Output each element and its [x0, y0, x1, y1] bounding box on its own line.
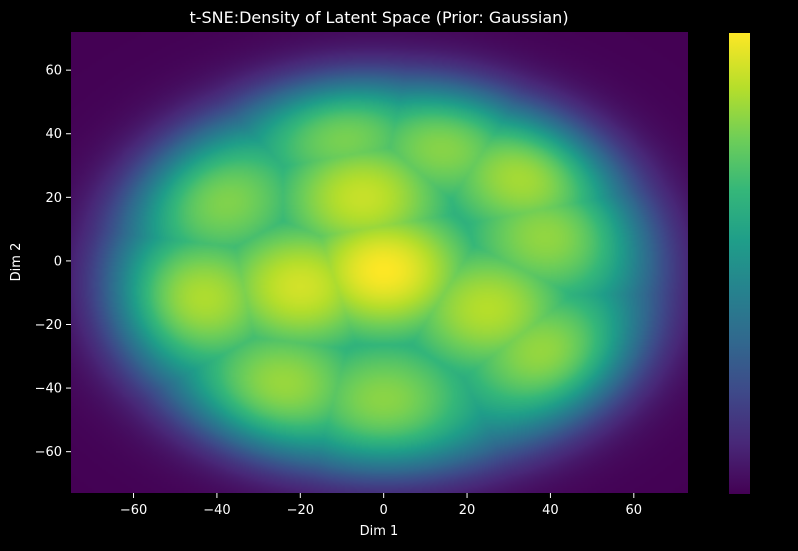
- x-axis: −60 −40 −20 0 20 40 60: [120, 493, 642, 518]
- x-tick-label: 20: [459, 503, 476, 518]
- y-tick-label: −20: [35, 318, 62, 333]
- y-tick-label: 20: [45, 191, 62, 206]
- x-tick-label: −60: [120, 503, 147, 518]
- y-axis-label: Dim 2: [9, 243, 24, 282]
- x-tick-label: −20: [287, 503, 314, 518]
- y-tick-label: 60: [45, 64, 62, 79]
- colorbar: [729, 33, 750, 494]
- x-tick-label: 40: [542, 503, 559, 518]
- x-tick-label: −40: [203, 503, 230, 518]
- y-tick-label: 0: [54, 254, 62, 269]
- chart-title: t-SNE:Density of Latent Space (Prior: Ga…: [189, 8, 568, 27]
- x-tick-label: 60: [626, 503, 643, 518]
- plot-area: [71, 32, 688, 493]
- y-axis: −60 −40 −20 0 20 40 60: [35, 64, 71, 460]
- y-tick-label: −60: [35, 445, 62, 460]
- x-axis-label: Dim 1: [360, 524, 399, 539]
- density-heatmap: [71, 32, 688, 493]
- y-tick-label: 40: [45, 127, 62, 142]
- x-tick-label: 0: [380, 503, 388, 518]
- y-tick-label: −40: [35, 382, 62, 397]
